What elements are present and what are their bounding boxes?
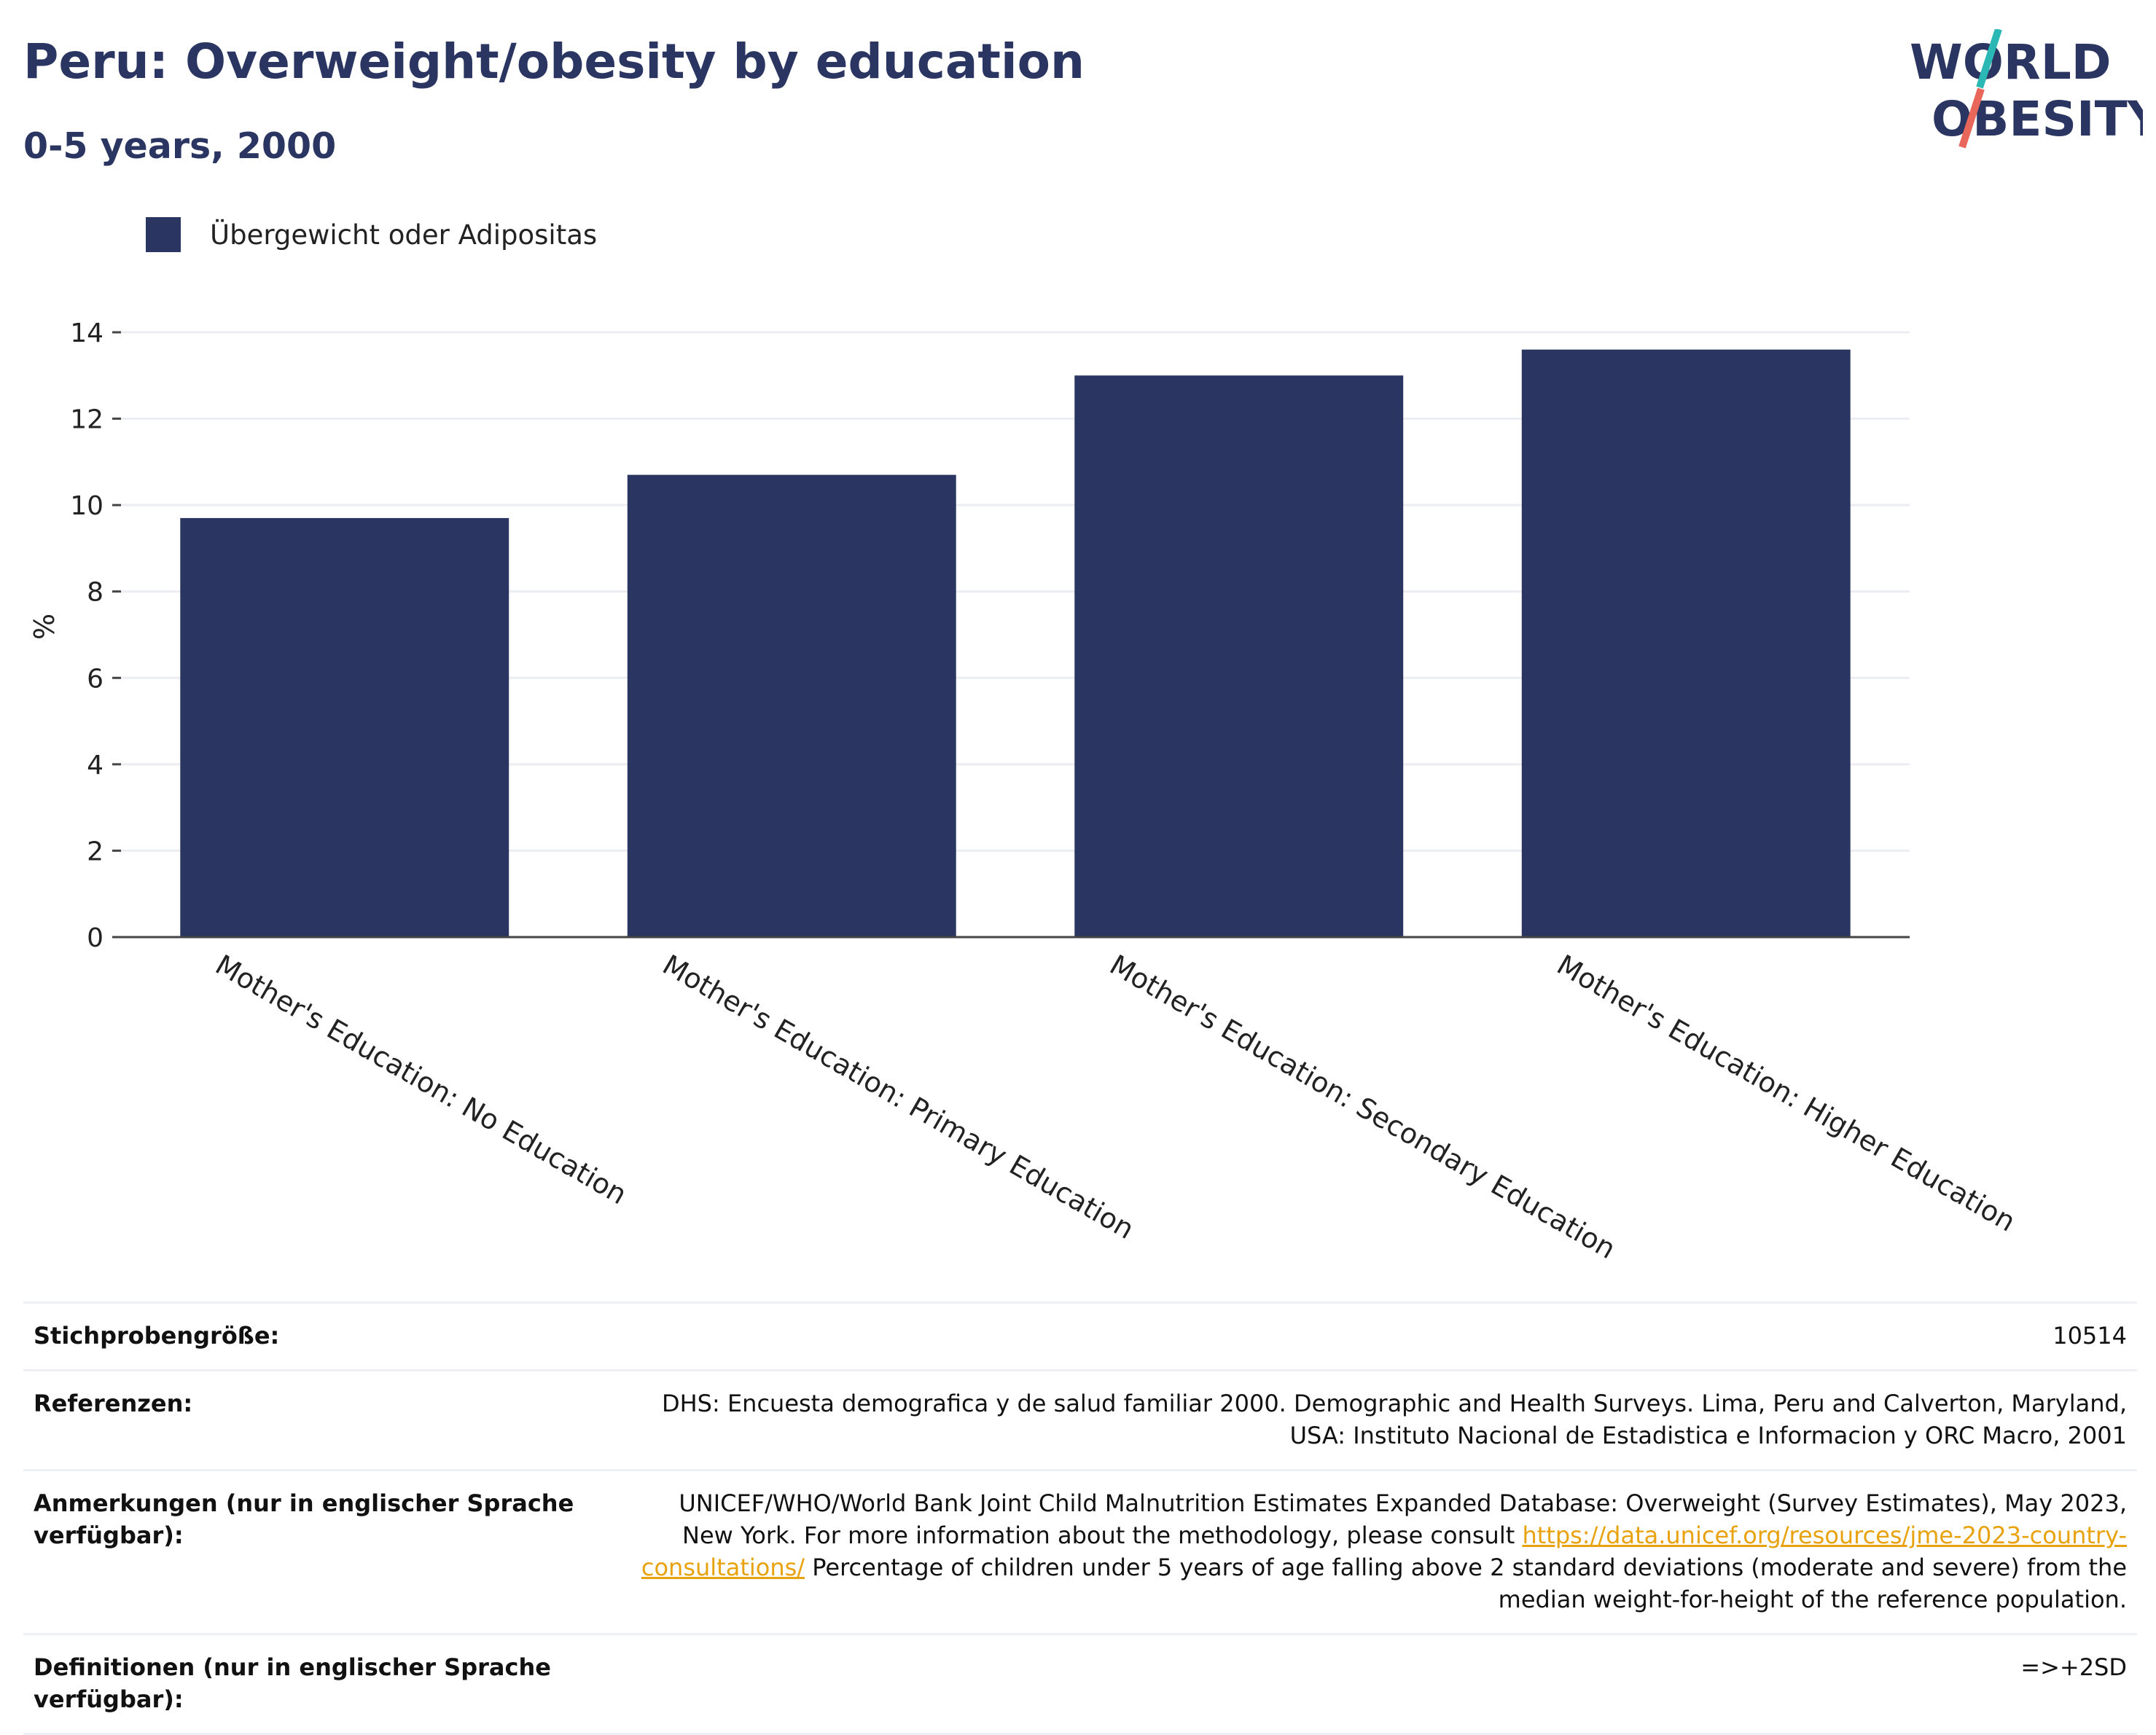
references-value: DHS: Encuesta demografica y de salud fam… [661,1390,2127,1449]
y-axis-label: % [28,614,60,640]
definitions-value: =>+2SD [2020,1653,2127,1681]
notes-link[interactable]: https://data.unicef.org/resources/jme-20… [641,1521,2127,1581]
info-row-notes: Anmerkungen (nur in englischer Sprache v… [23,1469,2137,1633]
bar[interactable] [1074,375,1404,937]
notes-value: UNICEF/WHO/World Bank Joint Child Malnut… [633,1487,2127,1615]
y-tick-label: 12 [70,405,103,435]
notes-text-before: UNICEF/WHO/World Bank Joint Child Malnut… [679,1489,2127,1549]
bar[interactable] [627,474,956,937]
tick-layer: 0 2 4 6 8 10 12 14 [70,318,1910,953]
info-row-references: Referenzen: DHS: Encuesta demografica y … [23,1369,2137,1469]
legend-swatch [146,217,181,252]
y-tick-label: 10 [70,491,103,521]
logo-slash-top [1976,29,2002,89]
world-obesity-logo: WORLD OBESITY [1910,29,2143,149]
info-row-sample-size: Stichprobengröße: 10514 [23,1301,2137,1369]
page-subtitle: 0-5 years, 2000 [23,125,337,167]
bar[interactable] [180,517,509,937]
sample-size-value: 10514 [2053,1322,2127,1350]
x-tick-label: Mother's Education: Higher Education [1552,949,2021,1238]
y-tick-label: 14 [70,318,103,348]
definitions-label: Definitionen (nur in englischer Sprache … [34,1653,551,1713]
bar[interactable] [1521,349,1851,937]
x-tick-labels: Mother's Education: No Education Mother's… [210,949,2020,1266]
x-tick-label: Mother's Education: Primary Education [657,949,1140,1245]
y-tick-label: 0 [87,923,103,953]
info-row-definitions: Definitionen (nur in englischer Sprache … [23,1633,2137,1735]
sample-size-label: Stichprobengröße: [34,1322,280,1350]
bar-layer [180,349,1851,937]
x-tick-label: Mother's Education: No Education [210,949,632,1211]
bar-chart: 0 2 4 6 8 10 12 14 Mother's Education: No Educa… [28,318,2021,1266]
info-table: Stichprobengröße: 10514 Referenzen: DHS:… [23,1301,2137,1735]
y-tick-label: 4 [87,751,103,780]
y-tick-label: 8 [87,578,103,608]
notes-label: Anmerkungen (nur in englischer Sprache v… [34,1489,574,1549]
logo-line1: WORLD [1910,34,2112,90]
y-tick-label: 6 [87,664,103,694]
notes-text-after: Percentage of children under 5 years of … [805,1554,2127,1613]
y-tick-label: 2 [87,837,103,866]
legend-label: Übergewicht oder Adipositas [210,219,598,251]
references-label: Referenzen: [34,1390,193,1417]
logo-slash-bottom [1958,87,1985,149]
chart-legend: Übergewicht oder Adipositas [146,216,597,254]
page-title: Peru: Overweight/obesity by education [23,34,1085,90]
x-tick-label: Mother's Education: Secondary Education [1104,949,1621,1266]
